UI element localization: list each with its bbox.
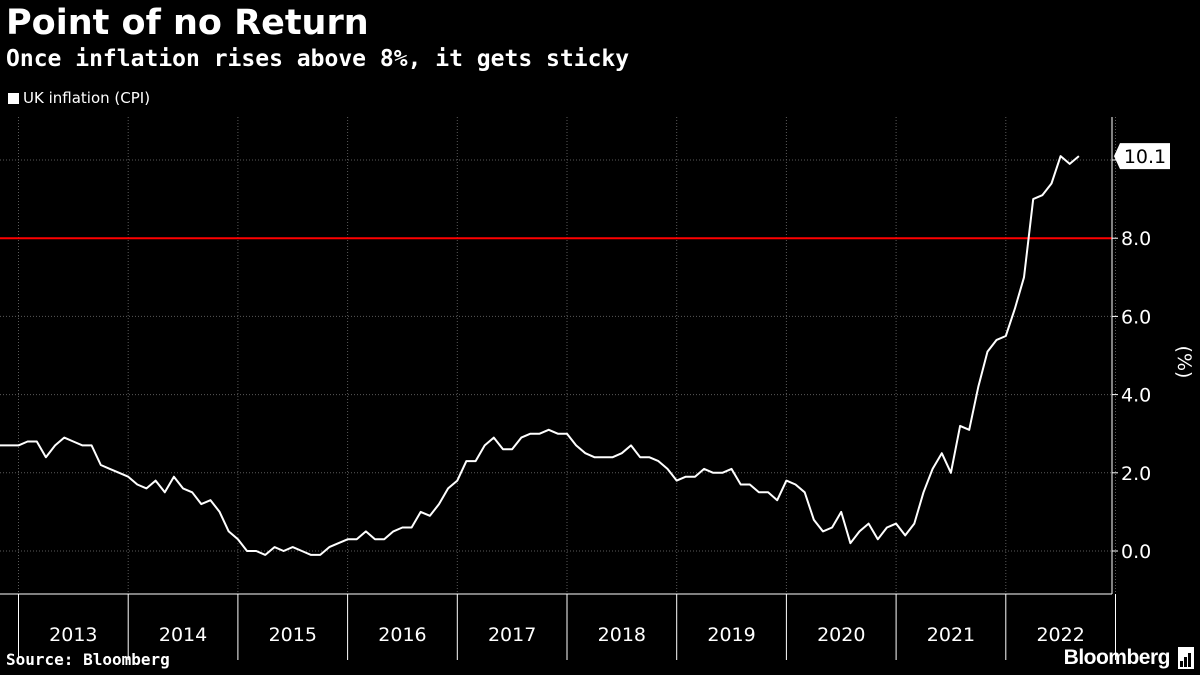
brand-name: Bloomberg xyxy=(1063,646,1171,669)
y-axis-title: (%) xyxy=(1173,346,1195,379)
source-note: Source: Bloomberg xyxy=(6,650,170,669)
bloomberg-terminal-icon xyxy=(1178,647,1194,669)
last-value-label: 10.1 xyxy=(1124,146,1166,168)
series-line-uk-cpi xyxy=(0,155,1080,556)
last-value-callout xyxy=(1114,143,1170,170)
x-tick-label: 2017 xyxy=(488,624,536,646)
x-tick-label: 2020 xyxy=(817,624,865,646)
x-tick-label: 2014 xyxy=(159,624,207,646)
y-tick-label: 0.0 xyxy=(1121,541,1151,563)
x-tick-label: 2021 xyxy=(927,624,975,646)
legend-swatch xyxy=(8,92,19,104)
x-tick-label: 2015 xyxy=(269,624,317,646)
y-tick-label: 4.0 xyxy=(1121,385,1151,407)
chart-subtitle: Once inflation rises above 8%, it gets s… xyxy=(6,46,630,72)
y-tick-label: 8.0 xyxy=(1121,228,1151,250)
x-tick-label: 2013 xyxy=(49,624,97,646)
x-tick-label: 2022 xyxy=(1036,624,1084,646)
y-tick-label: 6.0 xyxy=(1121,306,1151,328)
legend: UK inflation (CPI) xyxy=(8,89,150,107)
x-tick-label: 2016 xyxy=(378,624,426,646)
chart-title: Point of no Return xyxy=(6,3,369,43)
legend-label: UK inflation (CPI) xyxy=(23,89,151,107)
bloomberg-logo: Bloomberg xyxy=(1064,646,1194,670)
x-tick-label: 2018 xyxy=(598,624,646,646)
y-tick-label: 2.0 xyxy=(1121,463,1151,485)
x-tick-label: 2019 xyxy=(707,624,755,646)
